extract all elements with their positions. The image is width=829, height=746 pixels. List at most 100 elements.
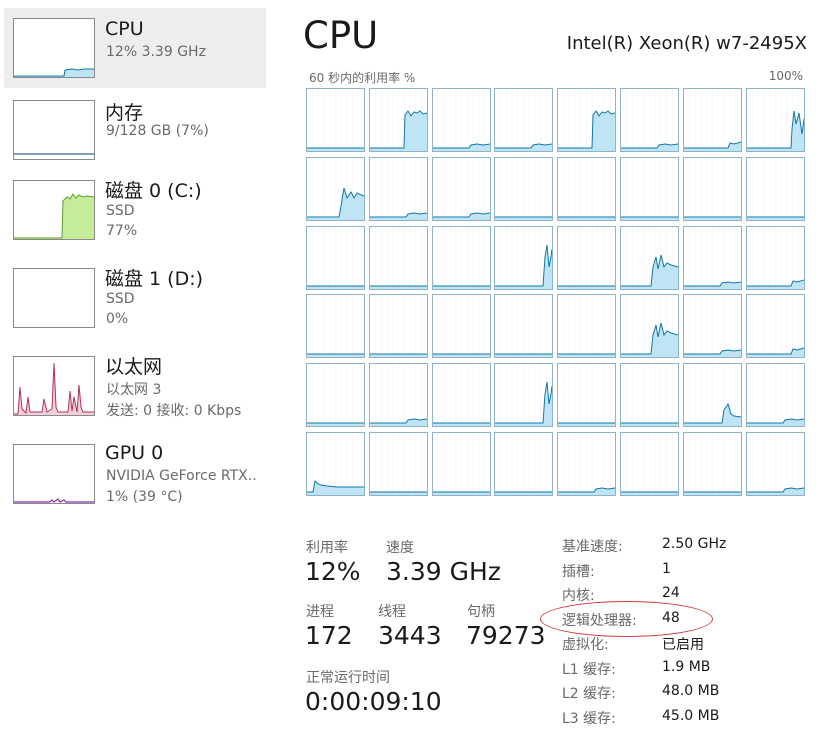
processor-usage-svg xyxy=(433,364,490,426)
sidebar-item-detail: SSD xyxy=(106,203,135,219)
processor-usage-svg xyxy=(558,227,615,289)
logical-processor-graph xyxy=(620,88,679,152)
usage-area xyxy=(558,286,615,289)
processor-usage-svg xyxy=(433,158,490,220)
threads-label: 线程 xyxy=(378,604,406,620)
logical-processor-graph xyxy=(746,432,805,496)
disk0-thumbnail-svg xyxy=(14,193,94,239)
logical-processor-graph xyxy=(557,226,616,290)
usage-area xyxy=(621,217,678,220)
usage-area xyxy=(370,111,427,151)
usage-area xyxy=(307,286,364,289)
processor-usage-svg xyxy=(495,227,552,289)
logical-processor-graph xyxy=(306,294,365,358)
processor-usage-svg xyxy=(558,158,615,220)
logical-processor-graph xyxy=(683,294,742,358)
usage-area xyxy=(558,111,615,151)
graph-max-label: 100% xyxy=(768,69,803,83)
usage-area xyxy=(558,217,615,220)
disk0-thumbnail-graph xyxy=(13,180,95,240)
usage-area xyxy=(495,492,552,495)
usage-line xyxy=(684,402,741,424)
processor-usage-svg xyxy=(747,89,804,151)
cores-label: 内核: xyxy=(562,588,595,604)
memory-thumbnail-graph xyxy=(13,100,95,160)
logical-processor-graph xyxy=(306,157,365,221)
logical-processor-graph xyxy=(494,294,553,358)
usage-area xyxy=(433,213,490,220)
sidebar-item-detail: 0% xyxy=(106,311,129,327)
usage-area xyxy=(684,282,741,289)
usage-line xyxy=(370,110,427,149)
usage-area xyxy=(621,144,678,151)
usage-line xyxy=(747,418,804,424)
processor-usage-svg xyxy=(495,364,552,426)
logical-processor-graph xyxy=(683,157,742,221)
processor-usage-svg xyxy=(307,295,364,357)
sidebar-item-cpu[interactable]: CPU 12% 3.39 GHz xyxy=(4,8,266,88)
processor-usage-svg xyxy=(433,433,490,495)
handles-value: 79273 xyxy=(466,621,546,650)
processor-usage-svg xyxy=(684,433,741,495)
base-speed-value: 2.50 GHz xyxy=(662,536,727,552)
sidebar-item-title: GPU 0 xyxy=(105,442,164,464)
sidebar-item-detail: 1% (39 °C) xyxy=(106,489,183,505)
usage-line xyxy=(558,110,615,149)
usage-area xyxy=(370,354,427,357)
processor-usage-svg xyxy=(307,364,364,426)
usage-area xyxy=(684,350,741,357)
sidebar-item-detail: 9/128 GB (7%) xyxy=(106,123,209,139)
processor-usage-svg xyxy=(370,433,427,495)
gpu-thumbnail-graph xyxy=(13,444,95,504)
usage-line xyxy=(370,212,427,218)
logical-processors-highlight-annotation xyxy=(540,601,713,637)
sidebar-item-title: 内存 xyxy=(105,102,144,124)
processor-usage-svg xyxy=(433,295,490,357)
usage-line xyxy=(621,254,678,287)
logical-processor-graph xyxy=(306,432,365,496)
logical-processor-graph xyxy=(683,432,742,496)
logical-processor-graph xyxy=(432,363,491,427)
sidebar-item-detail: 12% 3.39 GHz xyxy=(106,44,206,60)
sidebar-item-title: 磁盘 1 (D:) xyxy=(105,268,204,290)
sockets-value: 1 xyxy=(662,561,671,577)
usage-area xyxy=(621,323,678,357)
usage-area xyxy=(747,280,804,289)
logical-processor-graph xyxy=(494,363,553,427)
usage-line xyxy=(558,487,615,493)
sidebar: CPU 12% 3.39 GHz 内存 9/128 GB (7%) 磁盘 0 (… xyxy=(0,0,272,746)
processor-usage-svg xyxy=(621,364,678,426)
processor-usage-svg xyxy=(684,364,741,426)
usage-line xyxy=(495,381,552,424)
usage-line xyxy=(684,281,741,287)
logical-processor-graph xyxy=(369,157,428,221)
processor-usage-svg xyxy=(495,158,552,220)
logical-processor-graph xyxy=(620,294,679,358)
sidebar-item-ethernet[interactable]: 以太网 以太网 3 发送: 0 接收: 0 Kbps xyxy=(4,346,266,426)
processor-usage-svg xyxy=(370,158,427,220)
processes-value: 172 xyxy=(305,621,353,650)
sidebar-item-disk-0[interactable]: 磁盘 0 (C:) SSD 77% xyxy=(4,170,266,250)
usage-area xyxy=(621,423,678,426)
usage-line xyxy=(433,212,490,218)
usage-area xyxy=(684,142,741,151)
logical-processor-graph xyxy=(306,88,365,152)
memory-thumbnail-svg xyxy=(14,153,94,155)
usage-area xyxy=(558,354,615,357)
sidebar-item-memory[interactable]: 内存 9/128 GB (7%) xyxy=(4,90,266,170)
processor-usage-svg xyxy=(307,158,364,220)
processor-usage-svg xyxy=(370,295,427,357)
processor-usage-svg xyxy=(621,295,678,357)
processor-usage-svg xyxy=(370,227,427,289)
cpu-thumbnail-svg xyxy=(14,68,94,77)
usage-area xyxy=(370,492,427,495)
sidebar-item-gpu[interactable]: GPU 0 NVIDIA GeForce RTX.. 1% (39 °C) xyxy=(4,434,266,514)
disk1-thumbnail-svg xyxy=(14,269,94,327)
logical-processor-graph xyxy=(369,363,428,427)
cores-value: 24 xyxy=(662,585,680,601)
usage-area xyxy=(495,217,552,220)
sidebar-item-disk-1[interactable]: 磁盘 1 (D:) SSD 0% xyxy=(4,258,266,338)
processor-usage-svg xyxy=(370,89,427,151)
usage-area xyxy=(307,423,364,426)
logical-processor-graph xyxy=(432,157,491,221)
